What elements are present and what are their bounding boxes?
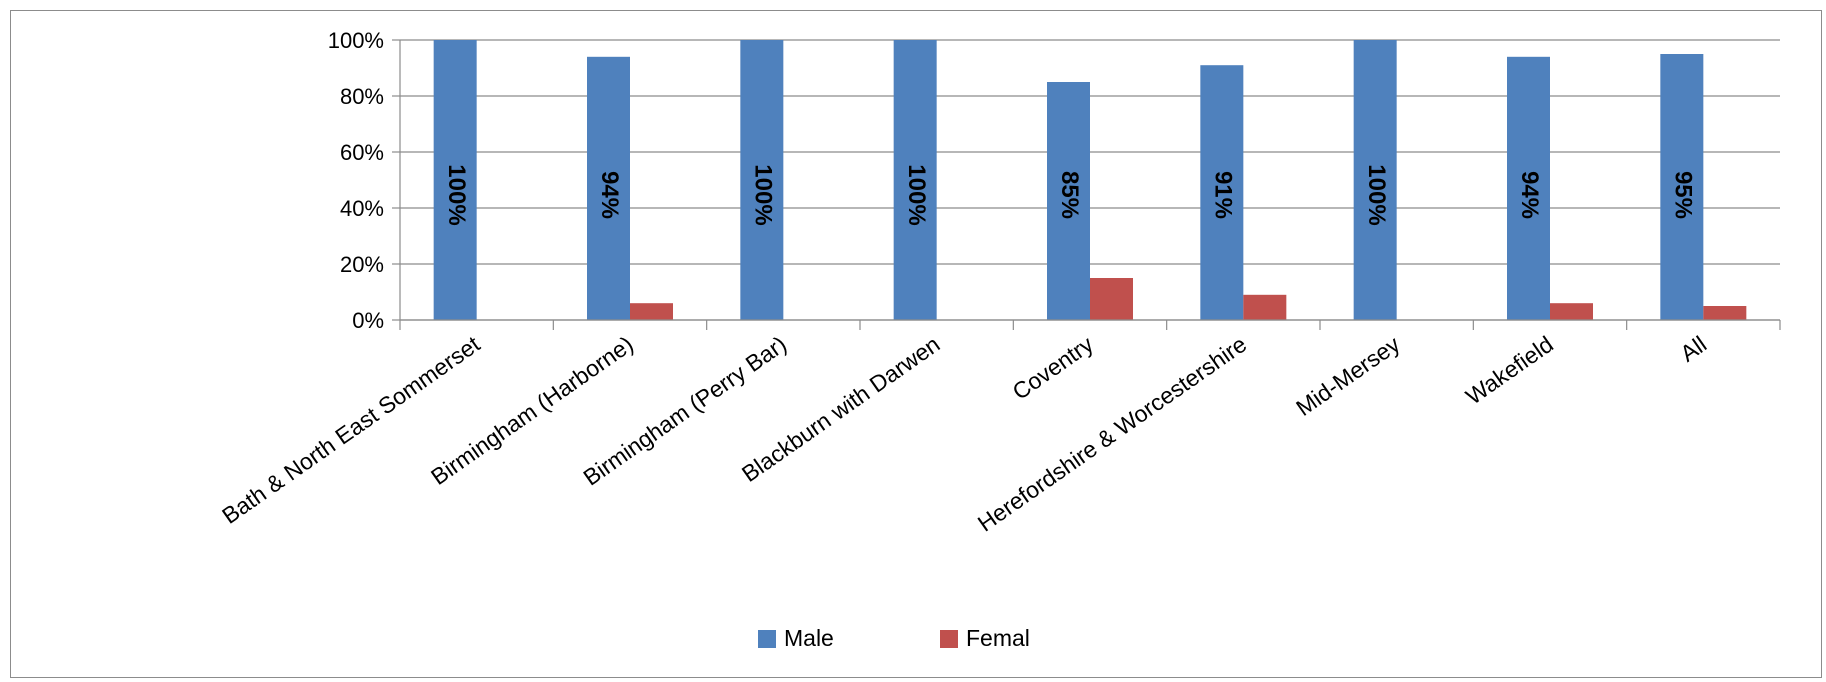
x-category-label: Coventry xyxy=(1008,331,1099,405)
data-label-male: 94% xyxy=(1516,171,1543,219)
bar-female xyxy=(1550,303,1593,320)
bar-male xyxy=(587,56,630,321)
bar-male xyxy=(1660,54,1704,320)
bar-male xyxy=(1353,40,1397,320)
bars: 100% 94% 100% 100% 85% 91% 100% 94% 95% xyxy=(433,40,1747,321)
bar-male xyxy=(1047,82,1090,320)
y-tick-label: 0% xyxy=(352,308,384,333)
bar-female xyxy=(1243,294,1287,320)
data-label-male: 100% xyxy=(749,164,776,225)
y-tick-label: 80% xyxy=(340,84,384,109)
legend-label: Femal xyxy=(966,625,1030,651)
y-tick-label: 20% xyxy=(340,252,384,277)
legend-swatch xyxy=(758,630,776,648)
data-label-male: 91% xyxy=(1209,171,1236,219)
bar-male xyxy=(893,40,937,320)
x-category-label: Herefordshire & Worcestershire xyxy=(973,331,1251,537)
x-category-label: Wakefield xyxy=(1461,331,1558,410)
bar-male xyxy=(433,40,477,320)
y-axis-tick-labels: 0% 20% 40% 60% 80% 100% xyxy=(328,28,384,333)
x-category-label: Mid-Mersey xyxy=(1291,331,1405,421)
legend-label: Male xyxy=(784,625,834,651)
x-category-label: Bath & North East Sommerset xyxy=(217,330,485,528)
legend: Male Femal xyxy=(758,625,1030,651)
legend-swatch xyxy=(940,630,958,648)
y-tick-label: 40% xyxy=(340,196,384,221)
data-label-male: 95% xyxy=(1669,171,1696,219)
data-label-male: 100% xyxy=(903,164,930,225)
bar-male xyxy=(1507,56,1550,321)
bar-male xyxy=(740,40,784,320)
data-label-male: 100% xyxy=(1363,164,1390,225)
y-tick-label: 60% xyxy=(340,140,384,165)
x-category-label: All xyxy=(1675,331,1711,367)
bar-female xyxy=(1090,278,1133,320)
data-label-male: 94% xyxy=(596,171,623,219)
bar-female xyxy=(1703,306,1747,320)
bar-male xyxy=(1200,65,1244,320)
axes xyxy=(392,39,1781,330)
y-tick-label: 100% xyxy=(328,28,384,53)
data-label-male: 85% xyxy=(1056,171,1083,219)
data-label-male: 100% xyxy=(443,164,470,225)
bar-female xyxy=(630,303,673,320)
